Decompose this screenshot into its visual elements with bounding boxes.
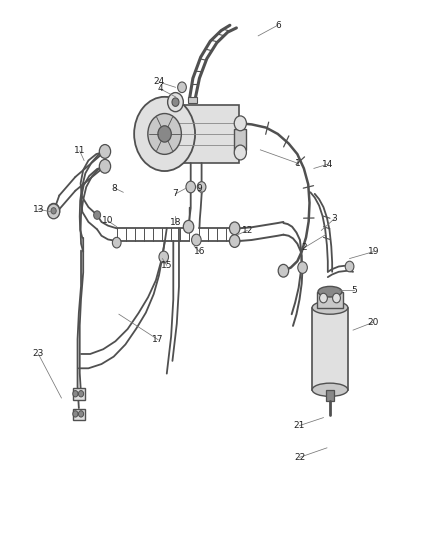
Text: 3: 3 (332, 214, 337, 223)
Circle shape (47, 204, 60, 218)
Text: 19: 19 (368, 247, 379, 256)
Text: 5: 5 (351, 286, 357, 295)
Circle shape (298, 262, 307, 273)
Text: 16: 16 (194, 247, 205, 256)
Circle shape (94, 211, 101, 219)
Circle shape (73, 391, 78, 397)
Bar (325, 390, 334, 401)
Circle shape (332, 293, 340, 303)
Ellipse shape (318, 286, 342, 297)
Ellipse shape (312, 383, 348, 397)
Circle shape (172, 98, 179, 107)
Circle shape (73, 411, 78, 417)
Text: 13: 13 (33, 205, 44, 214)
Text: 7: 7 (173, 189, 178, 198)
Circle shape (78, 391, 84, 397)
Circle shape (113, 237, 121, 248)
Circle shape (230, 222, 240, 235)
Bar (73, 409, 85, 420)
Circle shape (99, 159, 111, 173)
Bar (187, 97, 197, 103)
Text: 14: 14 (322, 160, 333, 168)
Text: 20: 20 (368, 318, 379, 327)
Text: 10: 10 (102, 216, 114, 225)
Circle shape (134, 97, 195, 171)
Circle shape (186, 181, 195, 193)
Text: 22: 22 (294, 453, 305, 462)
Text: 23: 23 (33, 350, 44, 359)
Text: 12: 12 (242, 226, 253, 235)
Text: 2: 2 (301, 244, 307, 253)
Bar (73, 389, 85, 400)
Circle shape (278, 264, 289, 277)
Text: 1: 1 (294, 159, 300, 167)
Circle shape (159, 251, 169, 263)
Circle shape (47, 204, 60, 219)
Bar (312, 308, 348, 390)
Circle shape (320, 293, 327, 303)
Text: 24: 24 (153, 77, 165, 86)
Text: 11: 11 (74, 147, 85, 156)
Text: 15: 15 (161, 261, 173, 270)
Circle shape (234, 116, 247, 131)
Bar (162, 105, 239, 163)
Bar (234, 128, 247, 150)
Ellipse shape (312, 301, 348, 314)
Circle shape (168, 93, 184, 112)
Circle shape (148, 114, 181, 155)
Circle shape (158, 126, 171, 142)
Circle shape (191, 234, 201, 246)
Text: 8: 8 (112, 183, 117, 192)
Text: 17: 17 (152, 335, 164, 344)
Text: 21: 21 (294, 421, 305, 430)
Circle shape (51, 208, 56, 214)
Text: 6: 6 (275, 21, 281, 30)
Circle shape (345, 261, 354, 272)
Circle shape (234, 145, 247, 160)
Text: 4: 4 (157, 84, 163, 93)
Bar (148, 113, 165, 160)
Text: 18: 18 (170, 218, 181, 227)
Circle shape (78, 411, 84, 417)
Bar (317, 292, 343, 308)
Circle shape (184, 220, 194, 233)
Text: 9: 9 (197, 183, 202, 192)
Circle shape (178, 82, 186, 93)
Circle shape (230, 235, 240, 247)
Circle shape (197, 182, 206, 192)
Circle shape (99, 144, 111, 158)
